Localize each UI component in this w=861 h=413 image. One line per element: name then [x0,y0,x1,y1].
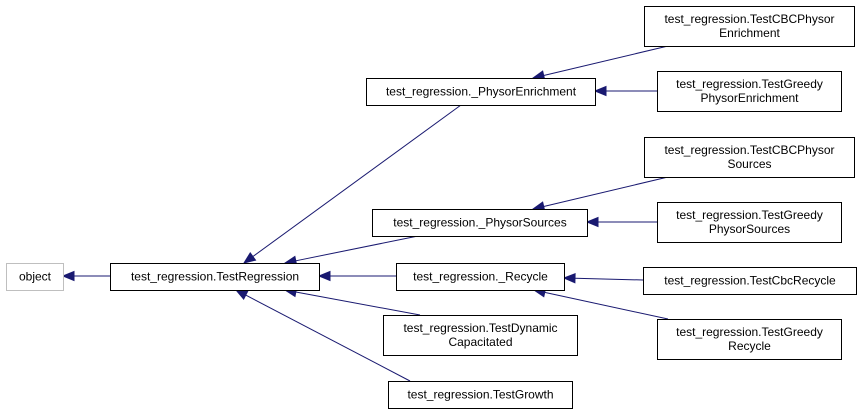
class-node-recycle[interactable]: test_regression._Recycle [396,263,565,291]
inheritance-edge-test_cbc_physor_sources-to-physor_sources [531,176,669,212]
edge-line [295,235,419,262]
edge-line [252,104,462,257]
edge-line [543,45,669,76]
class-node-label: test_regression._PhysorEnrichment [386,85,577,99]
edge-line [543,176,669,207]
edge-line [295,291,421,316]
inheritance-edge-physor_sources-to-test_regression [283,235,419,266]
class-node-box[interactable] [396,263,565,291]
class-node-physor-enrichment[interactable]: test_regression._PhysorEnrichment [366,78,596,106]
class-node-box[interactable] [657,319,842,360]
arrow-head-icon [585,216,599,228]
class-node-box[interactable] [657,202,842,243]
arrow-head-icon [234,289,249,300]
class-node-box[interactable] [6,263,64,291]
class-node-label: Capacitated [448,335,512,349]
inheritance-edge-test_greedy_physor_sources-to-physor_sources [585,216,657,228]
nodes-layer: object test_regression.TestRegressiontest… [6,6,857,409]
arrow-head-icon [242,251,257,264]
inheritance-edge-physor_enrichment-to-test_regression [242,104,462,264]
class-node-object[interactable]: object [6,263,64,291]
inheritance-edge-test_regression-to-object [61,270,110,282]
class-node-label: test_regression._PhysorSources [393,216,566,230]
edge-line [544,291,669,320]
class-node-box[interactable] [644,6,855,47]
class-node-label: PhysorSources [709,222,790,236]
class-node-label: test_regression.TestDynamic [403,321,557,335]
class-node-label: test_regression.TestGreedy [676,208,823,222]
class-node-box[interactable] [644,137,855,178]
inheritance-edge-test_dynamic_capacitated-to-test_regression [283,286,421,316]
class-node-box[interactable] [643,267,857,295]
arrow-head-icon [61,270,75,282]
class-node-label: test_regression.TestGrowth [407,388,553,402]
class-node-label: test_regression.TestRegression [131,270,299,284]
class-node-label: test_regression.TestCBCPhysor [664,143,834,157]
class-node-label: test_regression.TestGreedy [676,77,823,91]
inheritance-edge-test_greedy_physor_enrichment-to-physor_enrichment [593,85,657,97]
edge-line [245,294,411,382]
inheritance-edge-test_cbc_physor_enrichment-to-physor_enrichment [531,45,669,81]
class-node-box[interactable] [388,381,573,409]
class-node-label: test_regression.TestCbcRecycle [664,274,836,288]
arrow-head-icon [562,273,576,284]
class-node-label: Recycle [728,339,771,353]
class-node-test-regression[interactable]: test_regression.TestRegression [110,263,320,291]
class-node-label: test_regression._Recycle [413,270,548,284]
class-node-label: test_regression.TestCBCPhysor [664,12,834,26]
class-node-test-cbc-recycle[interactable]: test_regression.TestCbcRecycle [643,267,857,295]
class-node-test-greedy-physor-enrichment[interactable]: test_regression.TestGreedyPhysorEnrichme… [657,71,842,112]
class-node-test-growth[interactable]: test_regression.TestGrowth [388,381,573,409]
class-node-label: Enrichment [719,26,780,40]
arrow-head-icon [593,85,607,97]
class-node-label: test_regression.TestGreedy [676,325,823,339]
class-node-physor-sources[interactable]: test_regression._PhysorSources [372,209,588,237]
class-node-box[interactable] [383,315,578,356]
class-node-label: object [19,270,52,284]
class-node-box[interactable] [657,71,842,112]
class-node-label: PhysorEnrichment [700,91,799,105]
class-node-box[interactable] [372,209,588,237]
edge-line [574,277,644,281]
class-node-label: Sources [727,157,771,171]
inheritance-edge-recycle-to-test_regression [317,270,396,282]
class-node-box[interactable] [110,263,320,291]
inheritance-edge-test_cbc_recycle-to-recycle [562,273,644,284]
arrow-head-icon [317,270,331,282]
class-node-box[interactable] [366,78,596,106]
